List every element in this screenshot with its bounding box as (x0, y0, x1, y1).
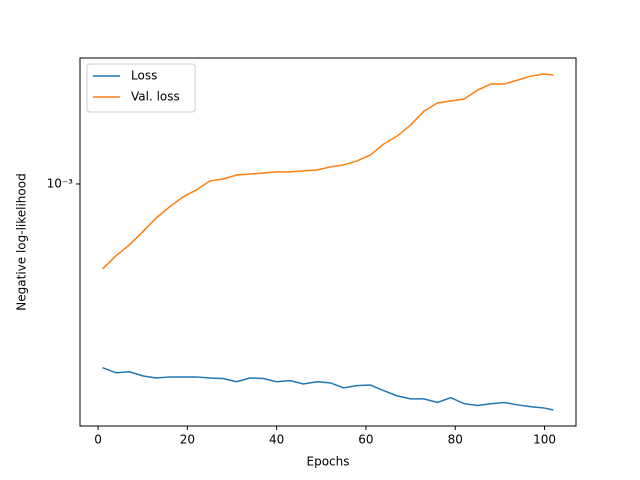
legend-label: Val. loss (131, 90, 180, 104)
x-tick-label: 80 (448, 433, 463, 447)
y-axis-label: Negative log-likelihood (15, 173, 29, 310)
x-tick-label: 60 (358, 433, 373, 447)
x-tick-label: 40 (269, 433, 284, 447)
plot-frame (79, 57, 577, 427)
line (102, 366, 554, 411)
x-tick-label: 100 (533, 433, 556, 447)
x-axis-label: Epochs (307, 455, 350, 469)
x-tick-label: 20 (180, 433, 195, 447)
x-tick-label: 0 (94, 433, 102, 447)
line (102, 73, 554, 270)
legend-label: Loss (131, 69, 157, 83)
y-tick-label: 10⁻³ (47, 176, 74, 190)
